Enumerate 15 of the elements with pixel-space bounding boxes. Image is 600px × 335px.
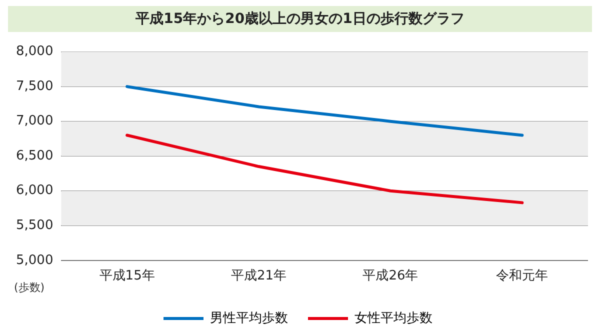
y-tick-label: 6,500 [16, 148, 54, 164]
y-tick-label: 5,000 [16, 252, 54, 268]
y-tick-label: 8,000 [16, 44, 54, 60]
x-tick-label: 平成26年 [362, 268, 418, 284]
legend-label: 男性平均歩数 [210, 310, 288, 326]
x-tick-label: 令和元年 [496, 268, 548, 284]
legend-label: 女性平均歩数 [354, 310, 432, 326]
y-tick-label: 7,000 [16, 114, 54, 129]
y-tick-label: 5,500 [16, 218, 54, 234]
y-axis-title: (歩数) [14, 280, 45, 295]
chart-title: 平成15年から20歳以上の男女の1日の歩行数グラフ [8, 6, 592, 32]
y-tick-label: 7,500 [16, 78, 54, 94]
x-tick-label: 平成15年 [99, 268, 155, 284]
x-tick-label: 平成21年 [230, 268, 287, 284]
y-tick-label: 6,000 [16, 183, 54, 198]
